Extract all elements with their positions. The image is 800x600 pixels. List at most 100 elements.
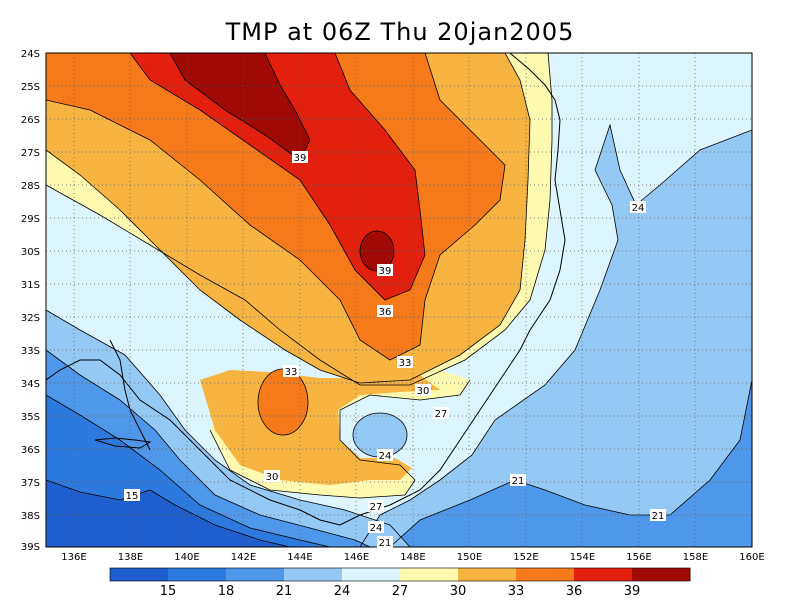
contour-label: 30 bbox=[264, 470, 280, 483]
color-legend: 15 18 21 24 27 30 33 36 39 bbox=[109, 567, 691, 599]
legend-label: 30 bbox=[450, 584, 467, 599]
band-15-18-west bbox=[46, 480, 290, 547]
lat-tick-label: 25S bbox=[21, 82, 40, 93]
lon-tick-label: 160E bbox=[739, 552, 764, 563]
legend-swatch bbox=[110, 568, 169, 581]
plot-frame bbox=[45, 52, 753, 548]
legend-swatch bbox=[226, 568, 285, 581]
lon-tick-label: 140E bbox=[174, 552, 199, 563]
contour-label: 21 bbox=[377, 536, 393, 549]
legend-swatch bbox=[458, 568, 517, 581]
lon-tick-label: 138E bbox=[118, 552, 143, 563]
legend-label: 27 bbox=[392, 584, 409, 599]
legend-label: 33 bbox=[508, 584, 525, 599]
svg-text:30: 30 bbox=[266, 472, 279, 483]
coastline bbox=[46, 53, 566, 526]
band-36-39-spot bbox=[258, 369, 308, 435]
lat-tick-label: 34S bbox=[21, 379, 40, 390]
lat-tick-label: 37S bbox=[21, 478, 40, 489]
contour-label: 21 bbox=[510, 474, 526, 487]
band-above-42 bbox=[170, 53, 310, 160]
contour-label: 36 bbox=[377, 305, 393, 318]
lat-tick-label: 35S bbox=[21, 412, 40, 423]
svg-text:39: 39 bbox=[379, 266, 392, 277]
legend-swatch bbox=[284, 568, 343, 581]
lat-tick-label: 33S bbox=[21, 346, 40, 357]
contour-label: 30 bbox=[415, 384, 431, 397]
grid-lines bbox=[46, 53, 752, 547]
svg-text:21: 21 bbox=[379, 538, 392, 549]
svg-text:21: 21 bbox=[652, 511, 665, 522]
legend-label: 18 bbox=[218, 584, 235, 599]
svg-text:21: 21 bbox=[512, 476, 525, 487]
svg-text:39: 39 bbox=[294, 153, 307, 164]
svg-text:33: 33 bbox=[285, 367, 298, 378]
lon-tick-label: 152E bbox=[513, 552, 538, 563]
contour-label: 15 bbox=[124, 489, 140, 502]
lat-tick-label: 39S bbox=[21, 542, 40, 553]
svg-text:27: 27 bbox=[435, 409, 448, 420]
legend-label: 24 bbox=[334, 584, 351, 599]
svg-text:15: 15 bbox=[126, 491, 139, 502]
band-21-24-spot bbox=[353, 413, 407, 457]
contour-label: 21 bbox=[650, 509, 666, 522]
legend-swatch bbox=[400, 568, 459, 581]
coastline-gulf bbox=[109, 339, 151, 451]
contour-label: 24 bbox=[377, 449, 393, 462]
lon-tick-label: 154E bbox=[570, 552, 595, 563]
lat-tick-label: 29S bbox=[21, 214, 40, 225]
contour-label: 24 bbox=[368, 521, 384, 534]
legend-label: 39 bbox=[624, 584, 641, 599]
svg-text:33: 33 bbox=[399, 358, 412, 369]
lon-tick-label: 142E bbox=[231, 552, 256, 563]
svg-text:24: 24 bbox=[370, 523, 383, 534]
legend-swatch bbox=[516, 568, 575, 581]
longitude-axis: 136E 138E 140E 142E 144E 146E 148E 150E 152E 154E… bbox=[61, 552, 764, 563]
legend-swatch bbox=[574, 568, 633, 581]
legend-swatch bbox=[342, 568, 401, 581]
legend-label: 36 bbox=[566, 584, 583, 599]
lon-tick-label: 156E bbox=[626, 552, 651, 563]
lat-tick-label: 26S bbox=[21, 115, 40, 126]
coastline-island bbox=[94, 437, 152, 449]
lat-tick-label: 30S bbox=[21, 247, 40, 258]
contour-label: 39 bbox=[292, 151, 308, 164]
svg-text:36: 36 bbox=[379, 307, 392, 318]
svg-text:30: 30 bbox=[417, 386, 430, 397]
contour-label: 39 bbox=[377, 264, 393, 277]
lon-tick-label: 144E bbox=[287, 552, 312, 563]
map-field bbox=[46, 53, 752, 547]
band-39-42 bbox=[130, 53, 425, 300]
contour-label: 33 bbox=[397, 356, 413, 369]
lat-tick-label: 24S bbox=[21, 49, 40, 60]
lon-tick-label: 158E bbox=[683, 552, 708, 563]
lat-tick-label: 38S bbox=[21, 511, 40, 522]
contour-label: 27 bbox=[368, 500, 384, 513]
lon-tick-label: 136E bbox=[61, 552, 86, 563]
lat-tick-label: 32S bbox=[21, 313, 40, 324]
lat-tick-label: 28S bbox=[21, 181, 40, 192]
legend-label: 21 bbox=[276, 584, 293, 599]
contour-label: 24 bbox=[630, 201, 646, 214]
band-above-42-spot bbox=[360, 231, 394, 271]
legend-label: 15 bbox=[160, 584, 177, 599]
svg-text:24: 24 bbox=[632, 203, 645, 214]
band-21-24 bbox=[360, 125, 752, 547]
contour-label: 27 bbox=[433, 407, 449, 420]
legend-swatch bbox=[632, 568, 691, 581]
svg-text:24: 24 bbox=[379, 451, 392, 462]
band-18-21 bbox=[390, 380, 752, 547]
lon-tick-label: 150E bbox=[457, 552, 482, 563]
contour-lines bbox=[46, 53, 752, 547]
lat-tick-label: 31S bbox=[21, 280, 40, 291]
map-title: TMP at 06Z Thu 20jan2005 bbox=[225, 18, 575, 46]
legend-swatch bbox=[168, 568, 227, 581]
latitude-axis: 24S 25S 26S 27S 28S 29S 30S 31S 32S 33S 34S 35S 36S 3… bbox=[21, 49, 40, 553]
contour-labels: 39 39 36 33 33 30 27 24 24 30 27 24 21 21 21 15 bbox=[124, 151, 666, 549]
svg-text:27: 27 bbox=[370, 502, 383, 513]
lon-tick-label: 146E bbox=[344, 552, 369, 563]
lat-tick-label: 36S bbox=[21, 445, 40, 456]
contour-label: 33 bbox=[283, 365, 299, 378]
lat-tick-label: 27S bbox=[21, 148, 40, 159]
